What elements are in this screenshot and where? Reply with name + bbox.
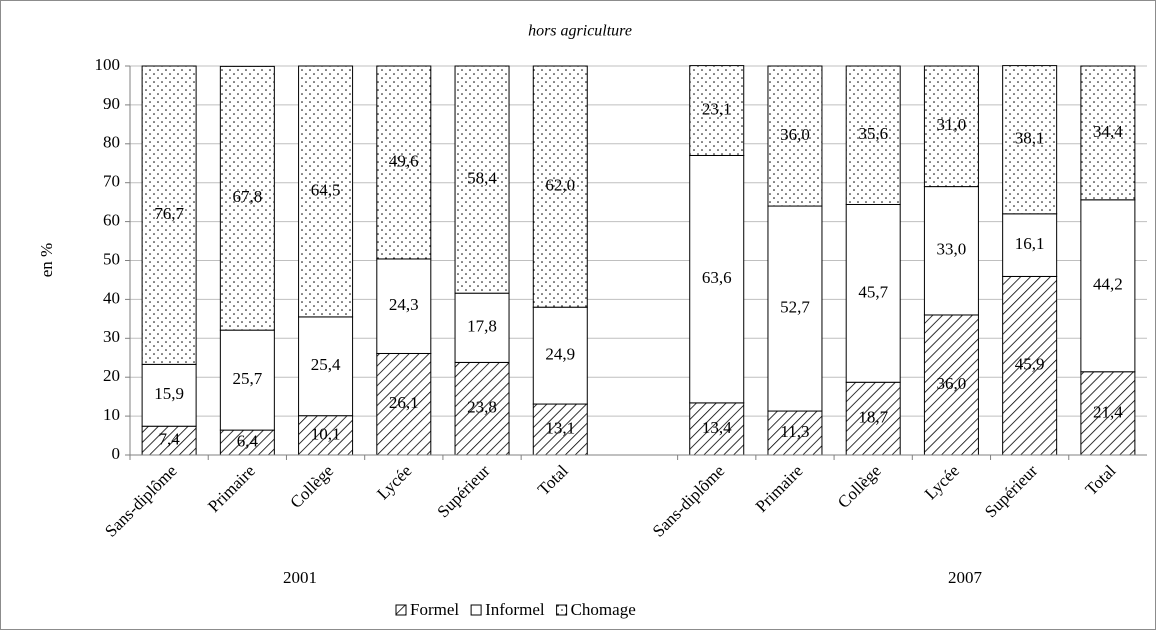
bar-segment <box>767 65 823 207</box>
bar-segment <box>923 314 979 456</box>
bar-segment <box>454 65 510 294</box>
data-label: 58,4 <box>467 168 497 187</box>
bar-segment <box>298 316 354 417</box>
data-label: 45,9 <box>1015 355 1045 374</box>
data-label: 45,7 <box>858 282 888 301</box>
y-tick-label: 80 <box>103 133 120 152</box>
y-tick-label: 0 <box>112 444 121 463</box>
data-label: 31,0 <box>937 115 967 134</box>
data-label: 16,1 <box>1015 234 1045 253</box>
data-label: 7,4 <box>158 430 180 449</box>
data-label: 26,1 <box>389 393 419 412</box>
data-label: 33,0 <box>937 240 967 259</box>
bar-segment <box>141 425 197 456</box>
data-label: 35,6 <box>858 124 888 143</box>
bar-segment <box>1080 65 1136 201</box>
y-tick-label: 90 <box>103 94 120 113</box>
y-tick-label: 50 <box>103 249 120 268</box>
bar-segment <box>376 258 432 354</box>
bar-segment <box>923 65 979 188</box>
data-label: 38,1 <box>1015 129 1045 148</box>
data-label: 13,1 <box>545 418 575 437</box>
bar-segment <box>532 65 588 308</box>
bar-segment <box>376 65 432 260</box>
data-label: 52,7 <box>780 297 810 316</box>
y-tick-label: 10 <box>103 405 120 424</box>
bar-segment <box>689 402 745 456</box>
data-label: 21,4 <box>1093 402 1123 421</box>
bar-segment <box>454 292 510 363</box>
data-label: 18,7 <box>858 408 888 427</box>
bar-segment <box>767 410 823 456</box>
bar-segment <box>1002 275 1058 456</box>
bar-segment <box>219 329 275 431</box>
group-label: 2007 <box>948 568 983 587</box>
data-label: 23,8 <box>467 398 497 417</box>
bar-segment <box>1080 199 1136 373</box>
bar-segment <box>141 65 197 365</box>
bar-segment <box>532 403 588 456</box>
y-tick-label: 30 <box>103 327 120 346</box>
data-label: 10,1 <box>311 424 341 443</box>
bar-segment <box>845 203 901 383</box>
y-tick-label: 40 <box>103 288 120 307</box>
data-label: 64,5 <box>311 180 341 199</box>
data-label: 25,7 <box>232 369 262 388</box>
bar-segment <box>689 154 745 404</box>
chart-title: hors agriculture <box>528 23 632 40</box>
legend-label: Chomage <box>571 600 636 619</box>
data-label: 44,2 <box>1093 275 1123 294</box>
bar-segment <box>845 65 901 205</box>
bar-segment <box>1002 213 1058 277</box>
data-label: 67,8 <box>232 187 262 206</box>
bar-segment <box>141 363 197 427</box>
bar-segment <box>689 65 745 156</box>
y-tick-label: 100 <box>95 55 121 74</box>
legend-label: Formel <box>410 600 459 619</box>
data-label: 34,4 <box>1093 122 1123 141</box>
y-tick-label: 60 <box>103 211 120 230</box>
data-label: 15,9 <box>154 384 184 403</box>
bar-segment <box>767 205 823 412</box>
bar-segment <box>298 415 354 456</box>
data-label: 17,8 <box>467 317 497 336</box>
legend-label: Informel <box>485 600 545 619</box>
y-tick-label: 20 <box>103 366 120 385</box>
data-label: 11,3 <box>780 422 809 441</box>
legend-swatch <box>556 604 568 616</box>
bar-segment <box>923 186 979 316</box>
group-label: 2001 <box>283 568 317 587</box>
data-label: 25,4 <box>311 355 341 374</box>
data-label: 62,0 <box>545 175 575 194</box>
legend-swatch <box>470 604 482 616</box>
y-axis-label: en % <box>37 243 56 277</box>
data-label: 24,9 <box>545 345 575 364</box>
bar-segment <box>219 65 275 331</box>
data-label: 23,1 <box>702 99 732 118</box>
data-label: 76,7 <box>154 204 184 223</box>
bar-segment <box>532 306 588 405</box>
bar-segment <box>845 381 901 456</box>
bar-segment <box>1080 371 1136 456</box>
data-label: 36,0 <box>780 125 810 144</box>
bar-segment <box>376 352 432 456</box>
data-label: 6,4 <box>237 431 259 450</box>
data-label: 36,0 <box>937 374 967 393</box>
data-label: 24,3 <box>389 295 419 314</box>
legend-swatch <box>395 604 407 616</box>
y-tick-label: 70 <box>103 172 120 191</box>
bar-segment <box>454 361 510 456</box>
bar-segment <box>298 65 354 318</box>
data-label: 13,4 <box>702 418 732 437</box>
bar-segment <box>219 429 275 456</box>
data-label: 63,6 <box>702 268 732 287</box>
bar-segment <box>1002 65 1058 215</box>
data-label: 49,6 <box>389 151 419 170</box>
